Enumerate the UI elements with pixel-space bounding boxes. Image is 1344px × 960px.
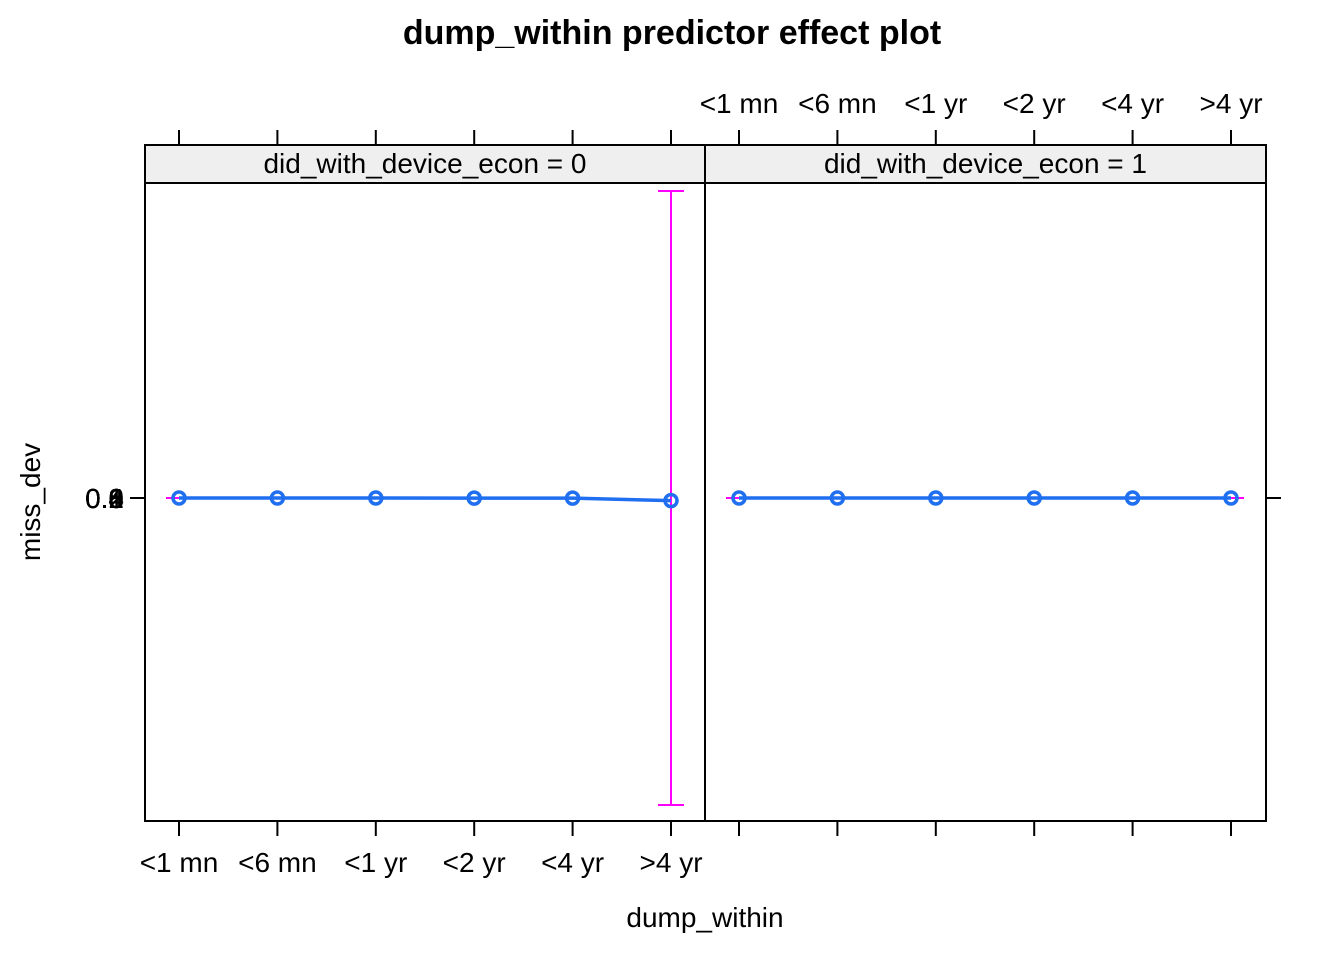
x-tick-label: <2 yr xyxy=(443,847,506,878)
data-point xyxy=(466,490,482,506)
data-point xyxy=(731,490,747,506)
panel-1: did_with_device_econ = 1 <1 mn <6 mn <1 yr <… xyxy=(700,88,1267,836)
data-point xyxy=(1223,490,1239,506)
data-point xyxy=(171,490,187,506)
panel-strip xyxy=(144,144,706,184)
panels: did_with_device_econ = 0 <1 mn <6 mn <1 yr <… xyxy=(85,88,1281,878)
strip-label: did_with_device_econ = 1 xyxy=(824,148,1147,179)
y-tick-label: 0 xyxy=(108,483,124,514)
data-point xyxy=(1026,490,1042,506)
panel-frame xyxy=(144,182,706,822)
y-axis: 00.20.40.60.81 xyxy=(85,483,1281,514)
data-point xyxy=(928,490,944,506)
data-point xyxy=(663,492,679,509)
x-axis-label: dump_within xyxy=(626,902,783,933)
x-tick-label: <4 yr xyxy=(541,847,604,878)
x-tick-label: >4 yr xyxy=(639,847,702,878)
y-tick-label: 0.2 xyxy=(85,483,124,514)
data-point xyxy=(1124,490,1141,506)
data-point xyxy=(564,490,581,506)
x-tick-label-top: >4 yr xyxy=(1199,88,1262,119)
data-point xyxy=(368,490,384,506)
strip-label: did_with_device_econ = 0 xyxy=(263,148,586,179)
y-tick-label: 1 xyxy=(108,483,124,514)
data-point xyxy=(269,490,286,506)
chart-title: dump_within predictor effect plot xyxy=(403,14,941,52)
panel-0: did_with_device_econ = 0 <1 mn <6 mn <1 yr <… xyxy=(140,130,706,878)
y-tick-label: 0.4 xyxy=(85,483,124,514)
series-line xyxy=(179,496,672,503)
y-tick-label: 0.6 xyxy=(85,483,124,514)
x-tick-label-top: <2 yr xyxy=(1003,88,1066,119)
data-point xyxy=(829,490,846,506)
x-tick-label-top: <1 mn xyxy=(700,88,779,119)
x-tick-label: <6 mn xyxy=(238,847,317,878)
x-tick-label-top: <4 yr xyxy=(1101,88,1164,119)
x-tick-label: <1 mn xyxy=(140,847,219,878)
x-tick-label-top: <1 yr xyxy=(904,88,967,119)
y-axis-label: miss_dev xyxy=(15,443,46,561)
y-tick-label: 0.8 xyxy=(85,483,124,514)
x-tick-label: <1 yr xyxy=(344,847,407,878)
x-tick-label-top: <6 mn xyxy=(798,88,877,119)
panel-frame xyxy=(704,182,1267,822)
